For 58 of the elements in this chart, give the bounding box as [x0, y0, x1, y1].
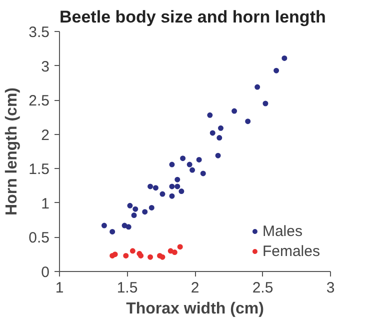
point	[169, 184, 175, 190]
point	[169, 162, 175, 168]
point	[152, 185, 158, 191]
point	[172, 250, 178, 256]
y-tick-label: 3	[41, 58, 50, 76]
y-axis-title: Horn length (cm)	[4, 87, 21, 216]
point	[177, 244, 183, 250]
point	[207, 112, 213, 118]
point	[274, 68, 280, 74]
point	[282, 55, 288, 61]
x-tick-label: 1	[55, 280, 64, 296]
point	[127, 202, 133, 208]
point	[254, 84, 260, 90]
point	[132, 206, 138, 212]
point	[131, 212, 137, 218]
point	[101, 222, 107, 228]
point	[210, 130, 216, 136]
chart-title: Beetle body size and horn length	[60, 8, 326, 26]
y-tick-label: 1	[41, 195, 50, 212]
point	[174, 176, 180, 182]
point	[178, 188, 184, 194]
point	[186, 162, 192, 168]
y-tick-label: 0	[41, 264, 50, 281]
legend-label: Females	[262, 242, 320, 260]
x-tick-label: 1.5	[116, 280, 138, 296]
y-tick-label: 1.5	[28, 161, 50, 178]
point	[200, 170, 206, 176]
point	[142, 209, 148, 215]
x-tick-label: 2	[190, 280, 200, 296]
point	[215, 152, 221, 158]
point	[174, 184, 180, 190]
point	[160, 191, 166, 197]
point	[148, 204, 154, 210]
point	[169, 193, 175, 199]
point	[123, 252, 129, 258]
y-tick-label: 2.5	[28, 92, 50, 110]
y-tick-label: 0.5	[28, 230, 50, 247]
point	[148, 184, 154, 190]
legend-label: Males	[262, 222, 302, 240]
point	[148, 254, 154, 260]
x-tick-label: 2.5	[252, 280, 274, 296]
x-axis-title: Thorax width (cm)	[126, 300, 264, 318]
y-tick-label: 2	[41, 126, 50, 144]
y-tick-label: 3.5	[28, 24, 50, 41]
point	[110, 228, 116, 234]
point	[160, 254, 166, 260]
point	[196, 156, 202, 162]
point	[262, 100, 268, 106]
point	[190, 167, 196, 173]
point	[216, 135, 222, 141]
point	[232, 108, 238, 114]
point	[130, 248, 136, 254]
point	[245, 118, 251, 124]
point	[112, 252, 118, 258]
point	[218, 125, 224, 131]
point	[180, 156, 186, 162]
x-tick-label: 3	[326, 280, 335, 296]
point	[126, 224, 132, 230]
